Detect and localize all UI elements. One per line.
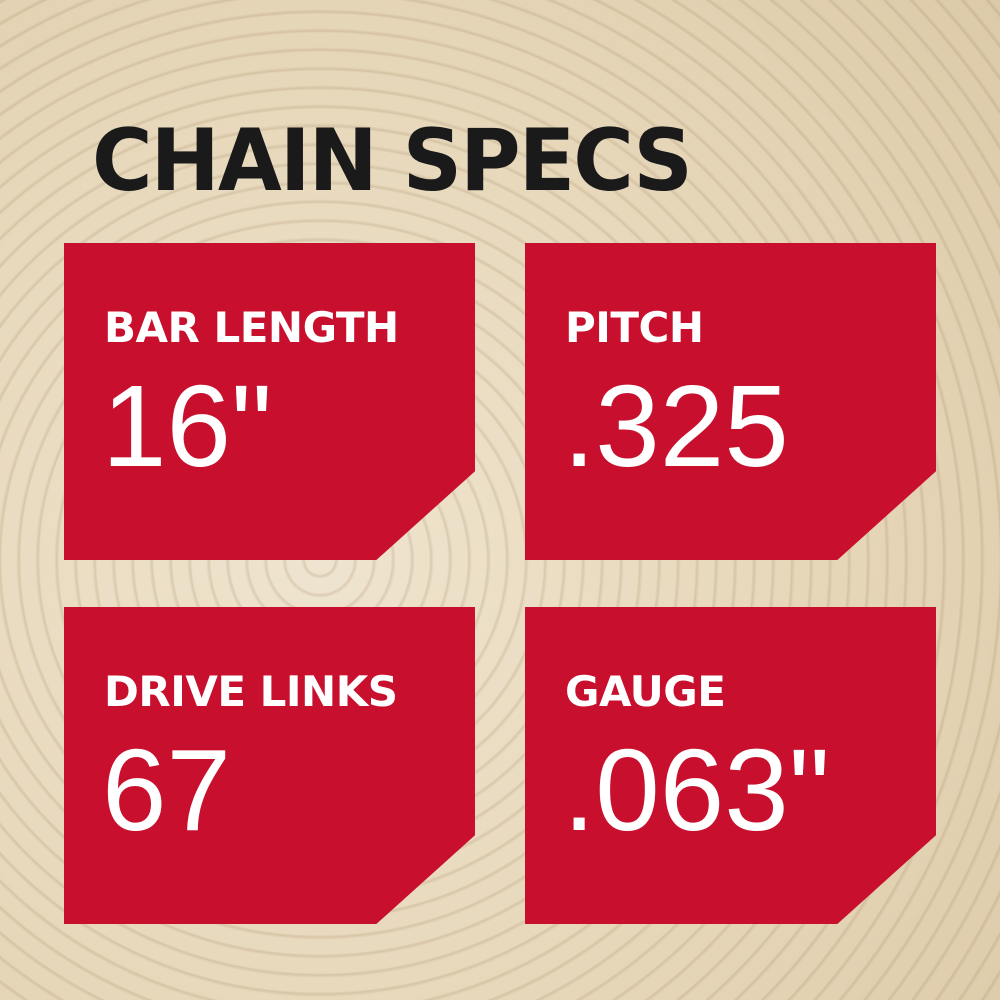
spec-label: PITCH: [565, 303, 704, 352]
spec-label: GAUGE: [565, 667, 726, 716]
spec-value: 67: [102, 725, 232, 855]
spec-label: BAR LENGTH: [104, 303, 399, 352]
spec-label: DRIVE LINKS: [104, 667, 398, 716]
spec-card-drive-links: DRIVE LINKS 67: [64, 607, 475, 924]
spec-card-gauge: GAUGE .063": [525, 607, 936, 924]
page-title: CHAIN SPECS: [92, 111, 693, 211]
spec-value: .325: [563, 361, 789, 491]
spec-card-bar-length: BAR LENGTH 16": [64, 243, 475, 560]
spec-card-pitch: PITCH .325: [525, 243, 936, 560]
spec-value: .063": [563, 725, 830, 855]
spec-value: 16": [102, 361, 273, 491]
